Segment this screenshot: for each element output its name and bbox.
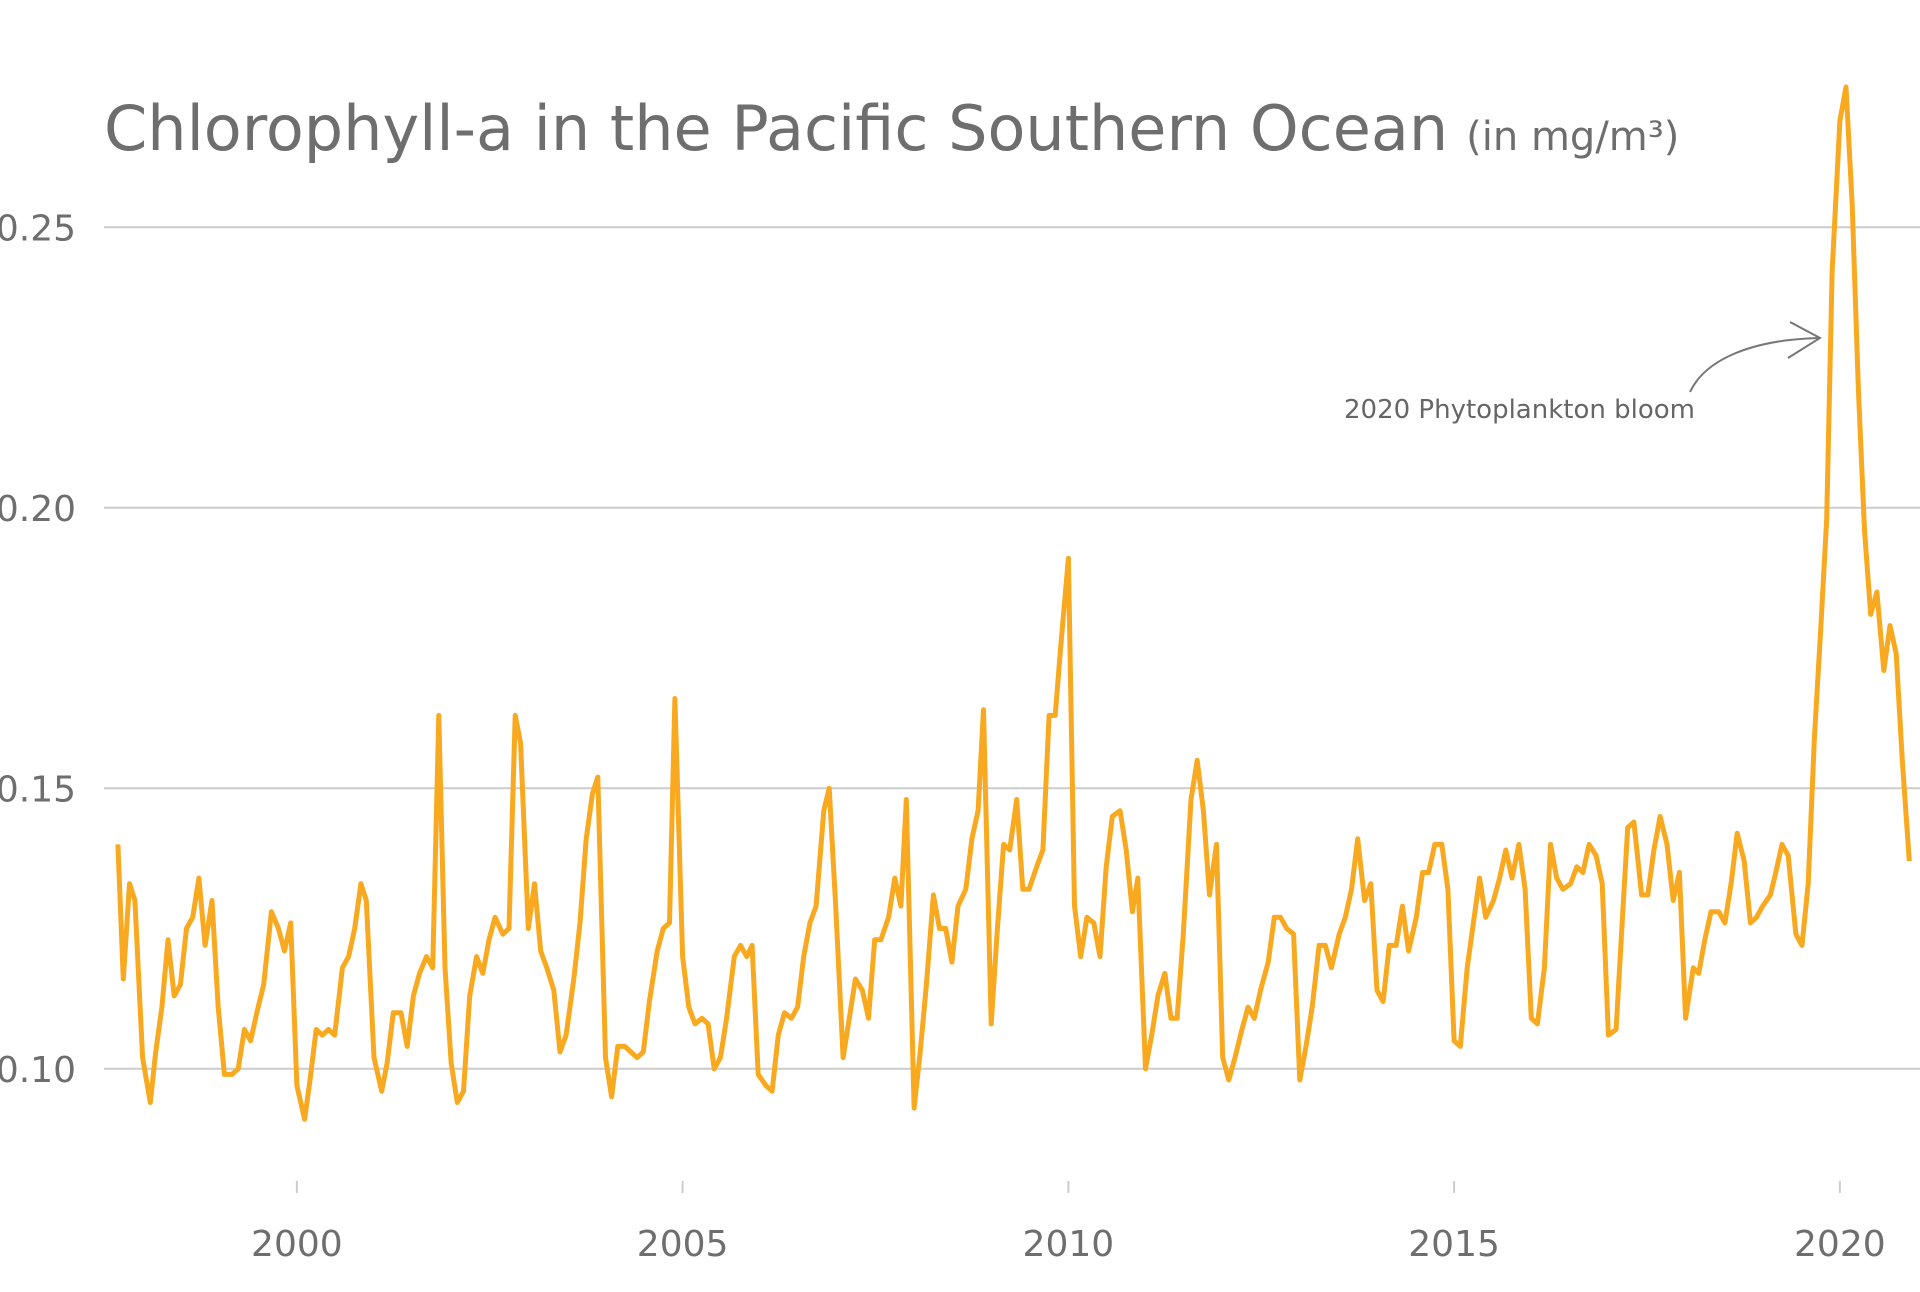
- chart-title: Chlorophyll-a in the Pacific Southern Oc…: [104, 92, 1679, 165]
- title-unit: (in mg/m³): [1466, 114, 1679, 160]
- annotation-arrow: [1689, 337, 1819, 393]
- y-tick-label: 0.20: [0, 489, 76, 530]
- x-tick-label: 2010: [1023, 1224, 1115, 1265]
- y-tick-label: 0.25: [0, 208, 76, 249]
- title-main: Chlorophyll-a in the Pacific Southern Oc…: [104, 92, 1448, 165]
- x-tick-label: 2020: [1794, 1224, 1886, 1265]
- x-tick-label: 2000: [251, 1224, 343, 1265]
- x-tick-label: 2015: [1408, 1224, 1500, 1265]
- data-line: [115, 84, 1912, 1122]
- y-tick-label: 0.15: [0, 769, 76, 810]
- annotation-arrowhead: [1787, 321, 1822, 359]
- annotation: 2020 Phytoplankton bloom: [1344, 395, 1695, 425]
- x-tick-label: 2005: [637, 1224, 729, 1265]
- y-tick-label: 0.10: [0, 1050, 76, 1091]
